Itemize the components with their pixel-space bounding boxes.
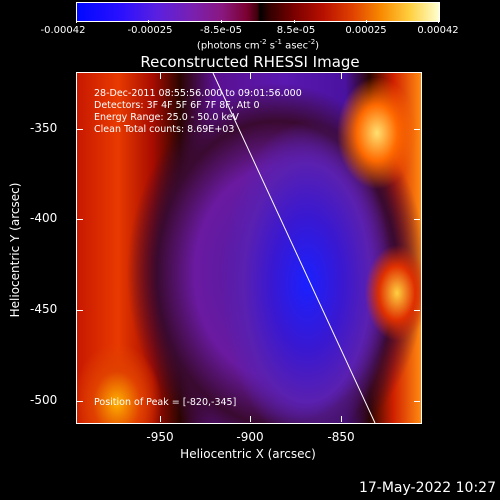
colorbar-tick (294, 20, 295, 23)
y-tick (77, 129, 83, 130)
colorbar-tick-label: -0.00042 (40, 25, 86, 36)
colorbar-tick (221, 20, 222, 23)
time-range-text: 28-Dec-2011 08:55:56.000 to 09:01:56.000 (94, 88, 302, 99)
x-tick (341, 416, 342, 422)
clean-counts-text: Clean Total counts: 8.69E+03 (94, 124, 235, 135)
y-tick (77, 401, 83, 402)
x-tick (160, 416, 161, 422)
x-tick (250, 416, 251, 422)
y-tick (77, 219, 83, 220)
colorbar-tick-label: 8.5e-05 (276, 25, 316, 36)
y-tick-right (414, 219, 420, 220)
y-axis-label: Heliocentric Y (arcsec) (8, 182, 22, 318)
colorbar-units: (photons cm-2 s-1 asec-2) (196, 38, 320, 52)
y-tick-right (414, 401, 420, 402)
plot-timestamp: 17-May-2022 10:27 (358, 480, 496, 496)
y-tick-label: -350 (30, 121, 58, 135)
colorbar-tick-label: 0.00025 (345, 25, 387, 36)
y-tick (77, 310, 83, 311)
energy-range-text: Energy Range: 25.0 - 50.0 keV (94, 112, 239, 123)
colorbar-tick (148, 20, 149, 23)
limb-line (212, 73, 376, 423)
colorbar-tick-label: -0.00025 (127, 25, 173, 36)
x-axis-label: Heliocentric X (arcsec) (180, 447, 316, 461)
x-tick-top (250, 73, 251, 79)
colorbar-tick (76, 20, 77, 23)
peak-position-text: Position of Peak = [-820,-345] (94, 397, 237, 408)
colorbar-tick (438, 20, 439, 23)
x-tick-label: -900 (236, 430, 264, 444)
x-tick-label: -850 (327, 430, 355, 444)
x-tick-top (160, 73, 161, 79)
detectors-text: Detectors: 3F 4F 5F 6F 7F 8F, Att 0 (94, 100, 260, 111)
colorbar-tick-label: -8.5e-05 (200, 25, 242, 36)
y-tick-label: -500 (30, 393, 58, 407)
rhessi-image (76, 72, 422, 424)
y-tick-right (414, 129, 420, 130)
image-title: Reconstructed RHESSI Image (140, 53, 360, 71)
x-tick-label: -950 (146, 430, 174, 444)
y-tick-label: -450 (30, 302, 58, 316)
colorbar (76, 2, 440, 22)
y-tick-label: -400 (30, 211, 58, 225)
y-tick-right (414, 310, 420, 311)
colorbar-tick-label: 0.00042 (417, 25, 459, 36)
colorbar-tick (366, 20, 367, 23)
x-tick-top (341, 73, 342, 79)
